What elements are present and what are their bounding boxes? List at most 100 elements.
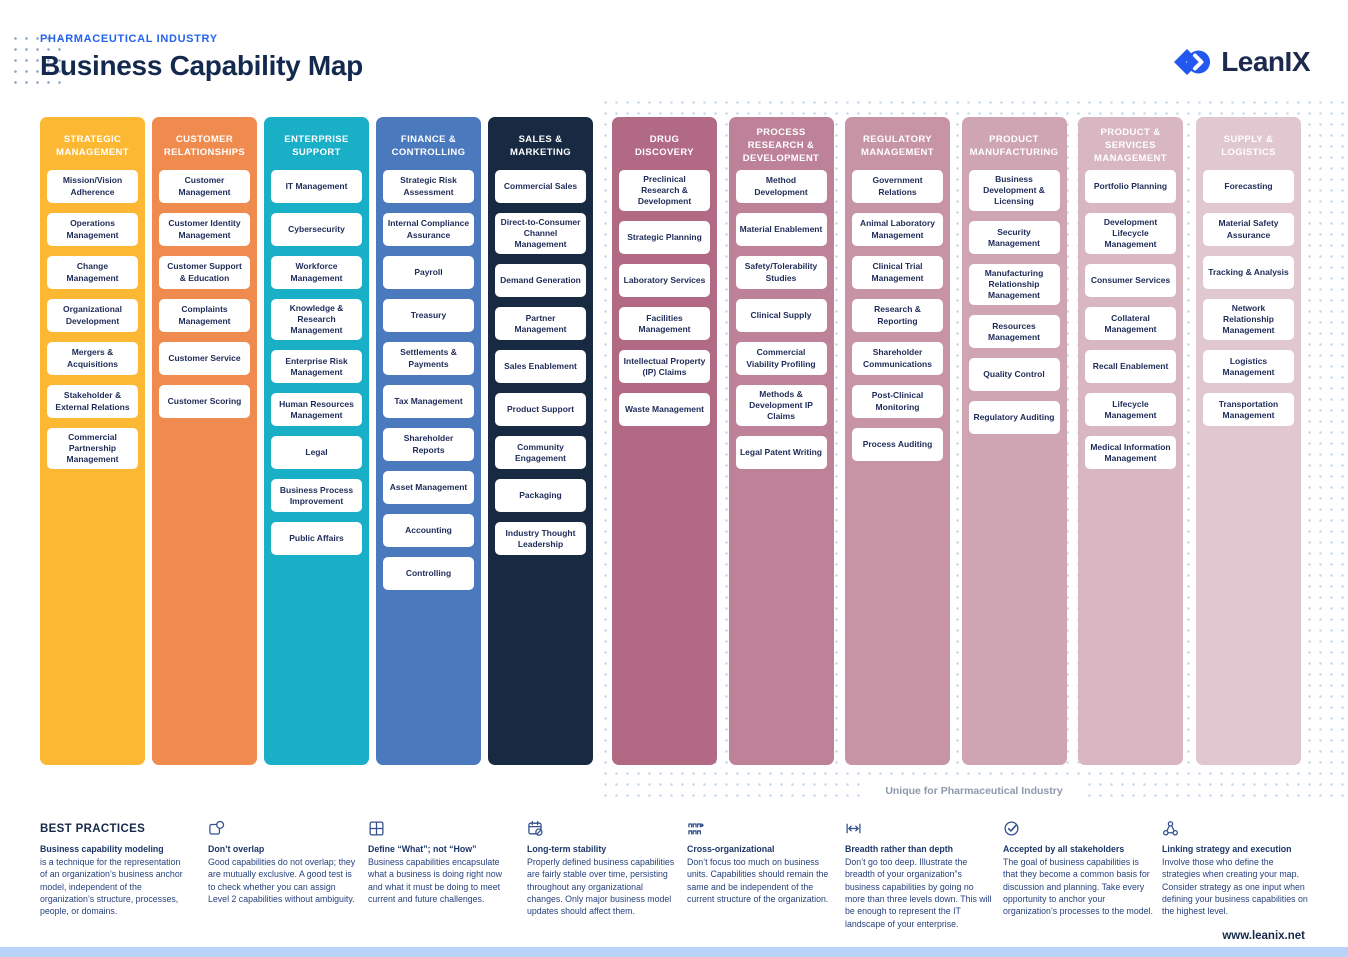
- leanix-logo-text: LeanIX: [1221, 46, 1310, 77]
- best-practices-heading: BEST PRACTICES: [40, 823, 146, 835]
- capability-box: Human Resources Management: [271, 393, 362, 427]
- capability-box: Collateral Management: [1085, 307, 1176, 341]
- capability-box: Clinical Trial Management: [852, 256, 943, 289]
- capability-box: Resources Management: [968, 315, 1060, 349]
- bottom-accent-bar: [0, 947, 1348, 957]
- best-practice-body: Don’t focus too much on business units. …: [687, 857, 829, 904]
- page-title: Business Capability Map: [40, 50, 363, 81]
- capability-column-4: FINANCE & CONTROLLING Strategic Risk Asse…: [376, 117, 481, 765]
- capability-column-9: PRODUCT MANUFACTURING Business Developmen…: [961, 117, 1067, 765]
- capability-box: Portfolio Planning: [1085, 170, 1176, 203]
- capability-box: Cybersecurity: [271, 213, 362, 246]
- column-header: SALES & MARKETING: [510, 133, 571, 158]
- capability-box: Shareholder Reports: [383, 428, 474, 461]
- best-practice-body: Business capabilities encapsulate what a…: [368, 857, 502, 904]
- best-practice-body: Good capabilities do not overlap; they a…: [208, 857, 356, 904]
- capability-box: Method Development: [735, 170, 827, 203]
- calendar-icon: [528, 820, 543, 836]
- industry-eyebrow: PHARMACEUTICAL INDUSTRY: [40, 33, 218, 45]
- capability-box: Forecasting: [1203, 170, 1294, 203]
- pharma-unique-note: Unique for Pharmaceutical Industry: [867, 782, 1081, 800]
- capability-box: Workforce Management: [271, 256, 362, 289]
- capability-column-10: PRODUCT & SERVICES MANAGEMENT Portfolio P…: [1078, 117, 1183, 765]
- best-practice-3: Define “What”; not “How” Business capabil…: [368, 820, 518, 905]
- capability-box: Recall Enablement: [1085, 350, 1176, 384]
- best-practice-title: Accepted by all stakeholders: [1003, 844, 1125, 854]
- best-practice-6: Breadth rather than depth Don’t go too de…: [845, 820, 995, 930]
- leanix-logo: LeanIX: [1171, 42, 1310, 82]
- capability-box: Network Relationship Management: [1203, 299, 1294, 341]
- capability-box: Packaging: [495, 479, 586, 513]
- capability-box: Operations Management: [47, 213, 138, 246]
- capability-box: Facilities Management: [619, 307, 710, 341]
- best-practice-body: Properly defined business capabilities a…: [527, 857, 675, 917]
- capability-box: Community Engagement: [495, 436, 586, 470]
- best-practice-title: Breadth rather than depth: [845, 844, 954, 854]
- capability-box: Commercial Partnership Management: [47, 428, 138, 470]
- capability-box: Strategic Planning: [619, 221, 710, 255]
- capability-box: Accounting: [383, 514, 474, 547]
- capability-box: Demand Generation: [495, 264, 586, 298]
- column-header: PROCESS RESEARCH & DEVELOPMENT: [742, 127, 820, 164]
- capability-column-8: REGULATORY MANAGEMENT Government Relation…: [845, 117, 950, 765]
- capability-box: Treasury: [383, 299, 474, 332]
- capability-box: Intellectual Property (IP) Claims: [619, 350, 710, 384]
- column-header: SUPPLY & LOGISTICS: [1221, 133, 1276, 158]
- best-practice-8: Linking strategy and execution Involve th…: [1162, 820, 1312, 918]
- best-practice-body: The goal of business capabilities is tha…: [1003, 857, 1153, 917]
- column-header: CUSTOMER RELATIONSHIPS: [163, 133, 246, 158]
- best-practice-2: Don’t overlap Good capabilities do not ov…: [208, 820, 358, 905]
- best-practice-title: Business capability modeling: [40, 844, 164, 854]
- capability-box: Consumer Services: [1085, 264, 1176, 298]
- capability-box: Government Relations: [852, 170, 943, 203]
- best-practice-title: Linking strategy and execution: [1162, 844, 1292, 854]
- header: PHARMACEUTICAL INDUSTRY Business Capabil…: [40, 33, 363, 82]
- best-practice-5: Cross-organizational Don’t focus too much…: [687, 820, 837, 905]
- best-practices-section: BEST PRACTICES Business capability modeli…: [0, 820, 1348, 940]
- capability-box: Industry Thought Leadership: [495, 522, 586, 556]
- capability-column-2: CUSTOMER RELATIONSHIPS Customer Managemen…: [152, 117, 257, 765]
- capability-box: Customer Identity Management: [159, 213, 250, 246]
- capability-box: Mergers & Acquisitions: [47, 342, 138, 375]
- column-header: REGULATORY MANAGEMENT: [861, 133, 934, 158]
- capability-box: Legal: [271, 436, 362, 470]
- footer-url: www.leanix.net: [1222, 930, 1305, 942]
- capability-box: Asset Management: [383, 471, 474, 504]
- capability-box: Process Auditing: [852, 428, 943, 461]
- best-practice-body: is a technique for the representation of…: [40, 857, 183, 917]
- column-header: DRUG DISCOVERY: [634, 133, 695, 158]
- org-units-icon: [688, 823, 704, 835]
- capability-box: Sales Enablement: [495, 350, 586, 384]
- capability-box: Public Affairs: [271, 522, 362, 556]
- best-practice-4: Long-term stability Properly defined busi…: [527, 820, 677, 918]
- capability-box: Customer Service: [159, 342, 250, 375]
- column-header: PRODUCT MANUFACTURING: [969, 133, 1059, 158]
- capability-column-3: ENTERPRISE SUPPORT IT Management Cybersecu…: [264, 117, 369, 765]
- grid-icon: [369, 821, 384, 836]
- capability-box: Shareholder Communications: [852, 342, 943, 375]
- capability-box: Strategic Risk Assessment: [383, 170, 474, 203]
- capability-box: IT Management: [271, 170, 362, 203]
- best-practice-title: Cross-organizational: [687, 844, 775, 854]
- capability-box: Material Enablement: [735, 213, 827, 246]
- best-practice-7: Accepted by all stakeholders The goal of …: [1003, 820, 1153, 918]
- capability-column-1: STRATEGIC MANAGEMENT Mission/Vision Adher…: [40, 117, 145, 765]
- capability-box: Commercial Sales: [495, 170, 586, 203]
- leanix-logo-mark: [1174, 49, 1211, 75]
- capability-box: Regulatory Auditing: [968, 401, 1060, 435]
- capability-box: Material Safety Assurance: [1203, 213, 1294, 246]
- capability-box: Tracking & Analysis: [1203, 256, 1294, 289]
- column-header: PRODUCT & SERVICES MANAGEMENT: [1094, 127, 1167, 164]
- capability-box: Partner Management: [495, 307, 586, 341]
- column-header: FINANCE & CONTROLLING: [391, 133, 466, 158]
- capability-box: Post-Clinical Monitoring: [852, 385, 943, 418]
- column-header: ENTERPRISE SUPPORT: [284, 133, 349, 158]
- best-practice-body: Don’t go too deep. Illustrate the breadt…: [845, 857, 992, 929]
- capability-box: Mission/Vision Adherence: [47, 170, 138, 203]
- capability-box: Customer Support & Education: [159, 256, 250, 289]
- capability-box: Development Lifecycle Management: [1085, 213, 1176, 255]
- best-practice-title: Long-term stability: [527, 844, 607, 854]
- capability-box: Lifecycle Management: [1085, 393, 1176, 427]
- capability-box: Organizational Development: [47, 299, 138, 332]
- capability-box: Stakeholder & External Relations: [47, 385, 138, 418]
